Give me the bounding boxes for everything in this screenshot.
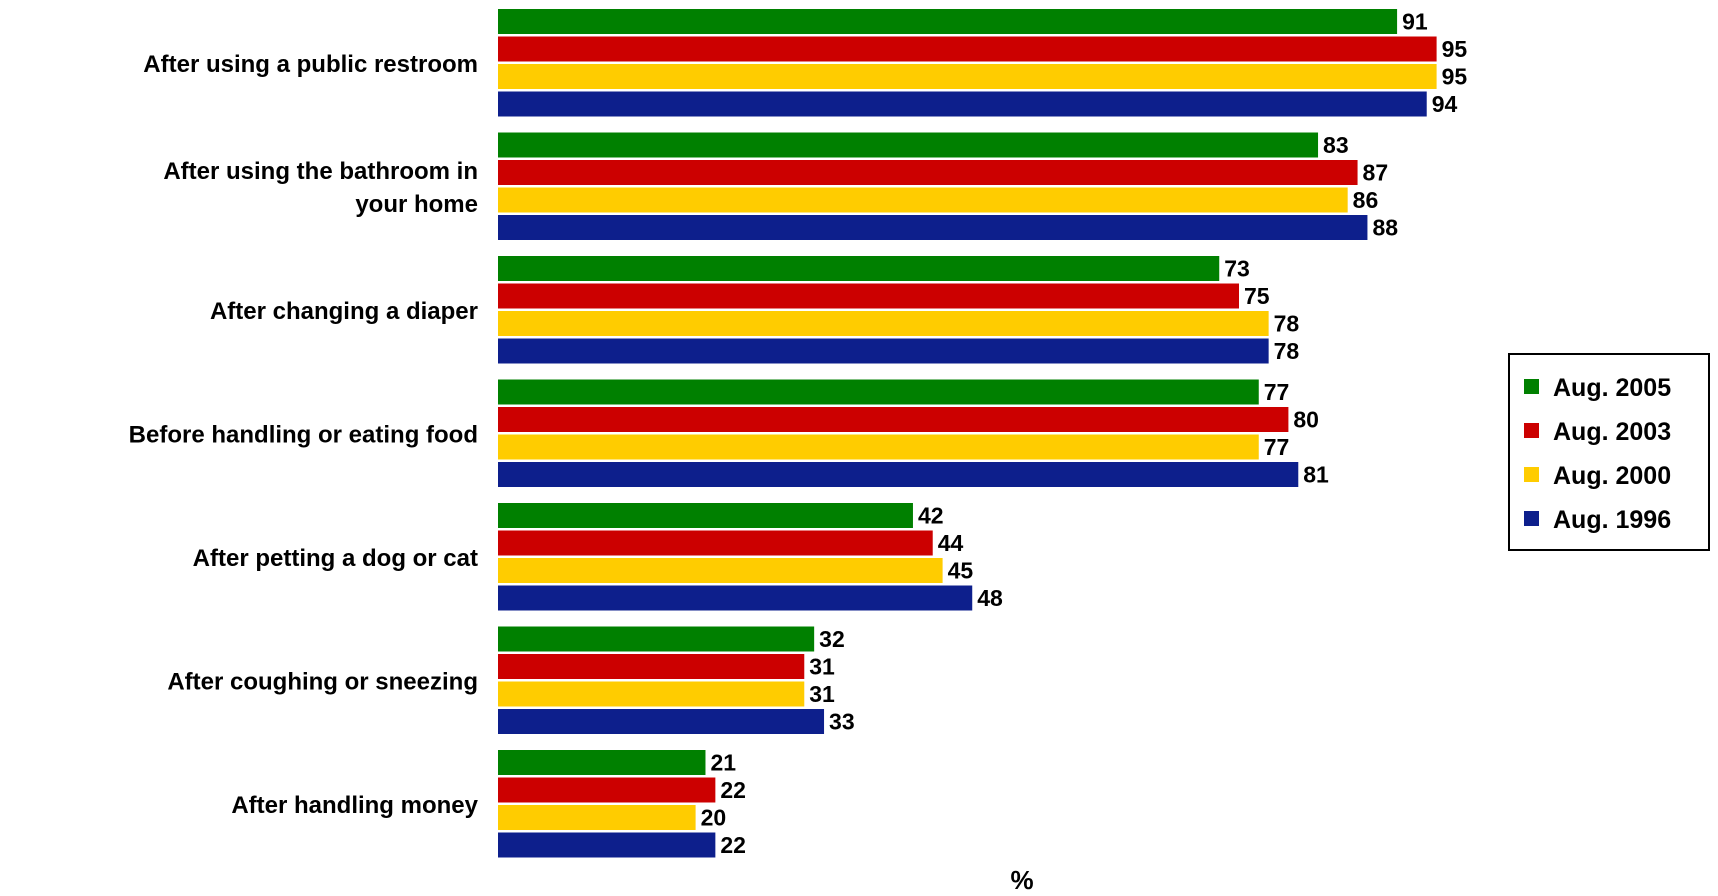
legend-label: Aug. 2005 bbox=[1553, 374, 1671, 402]
data-label: 20 bbox=[701, 805, 727, 831]
bar bbox=[498, 585, 973, 611]
bar bbox=[498, 9, 1398, 34]
legend-box bbox=[1508, 353, 1710, 551]
category-label: After handling money bbox=[231, 792, 478, 819]
bar bbox=[498, 462, 1299, 487]
data-label: 45 bbox=[948, 558, 974, 584]
bar bbox=[498, 91, 1427, 117]
data-label: 95 bbox=[1442, 36, 1468, 62]
data-label: 78 bbox=[1274, 311, 1300, 337]
data-label: 75 bbox=[1244, 283, 1270, 309]
category-labels: After using a public restroom After using… bbox=[129, 51, 479, 819]
category-label: After using the bathroom in your home bbox=[163, 158, 478, 218]
category-label-line: After handling money bbox=[231, 792, 478, 819]
bar bbox=[498, 64, 1437, 89]
category-label: Before handling or eating food bbox=[129, 421, 478, 448]
legend-swatch bbox=[1524, 423, 1539, 438]
legend: Aug. 2005 Aug. 2003 Aug. 2000 Aug. 1996 bbox=[1508, 353, 1710, 551]
bar bbox=[498, 36, 1437, 62]
category-label-line: After using the bathroom in bbox=[163, 158, 478, 185]
bar bbox=[498, 832, 716, 858]
bar bbox=[498, 530, 933, 556]
legend-label: Aug. 2003 bbox=[1553, 418, 1671, 446]
data-label: 78 bbox=[1274, 338, 1300, 364]
bar bbox=[498, 187, 1348, 213]
legend-swatch bbox=[1524, 379, 1539, 394]
legend-swatch bbox=[1524, 511, 1539, 526]
legend-label: Aug. 2000 bbox=[1553, 462, 1671, 490]
data-label: 31 bbox=[809, 681, 835, 707]
data-label: 77 bbox=[1264, 434, 1290, 460]
data-label: 81 bbox=[1303, 462, 1329, 488]
bar bbox=[498, 132, 1319, 158]
bar bbox=[498, 283, 1239, 309]
category-label-line: After coughing or sneezing bbox=[167, 668, 478, 695]
bar bbox=[498, 338, 1269, 364]
category-label: After petting a dog or cat bbox=[193, 545, 478, 572]
data-label: 87 bbox=[1363, 160, 1389, 186]
data-label: 77 bbox=[1264, 379, 1290, 405]
bar bbox=[498, 311, 1269, 336]
data-label: 33 bbox=[829, 709, 855, 735]
bar bbox=[498, 709, 825, 734]
data-label: 80 bbox=[1293, 407, 1319, 433]
data-label: 88 bbox=[1372, 215, 1398, 241]
data-label: 22 bbox=[720, 832, 746, 858]
bar bbox=[498, 805, 696, 830]
category-label-line: Before handling or eating food bbox=[129, 421, 478, 448]
data-label: 73 bbox=[1224, 256, 1250, 282]
data-label: 31 bbox=[809, 654, 835, 680]
bar bbox=[498, 256, 1220, 281]
data-label: 83 bbox=[1323, 132, 1349, 158]
category-label-line: After changing a diaper bbox=[210, 298, 478, 325]
data-label: 21 bbox=[710, 750, 736, 776]
bar bbox=[498, 407, 1289, 432]
bar bbox=[498, 750, 706, 775]
legend-label: Aug. 1996 bbox=[1553, 506, 1671, 534]
bar bbox=[498, 558, 943, 583]
data-label: 48 bbox=[977, 585, 1003, 611]
data-label: 32 bbox=[819, 626, 845, 652]
data-label: 22 bbox=[720, 777, 746, 803]
category-label: After changing a diaper bbox=[210, 298, 478, 325]
data-label: 95 bbox=[1442, 64, 1468, 90]
bar bbox=[498, 434, 1259, 460]
data-label: 44 bbox=[938, 530, 964, 556]
bar bbox=[498, 215, 1368, 240]
category-label-line: your home bbox=[355, 191, 478, 218]
value-labels: 9195959483878688737578787780778142444548… bbox=[701, 9, 1468, 859]
bars-layer bbox=[498, 9, 1437, 858]
bar bbox=[498, 626, 815, 652]
bar bbox=[498, 503, 913, 528]
bar bbox=[498, 379, 1259, 405]
data-label: 42 bbox=[918, 503, 944, 529]
legend-swatch bbox=[1524, 467, 1539, 482]
bar bbox=[498, 777, 716, 803]
bar bbox=[498, 654, 805, 679]
bar bbox=[498, 160, 1358, 185]
data-label: 86 bbox=[1353, 187, 1379, 213]
category-label-line: After petting a dog or cat bbox=[193, 545, 478, 572]
bar bbox=[498, 681, 805, 707]
data-label: 91 bbox=[1402, 9, 1428, 35]
category-label: After using a public restroom bbox=[143, 51, 478, 78]
data-label: 94 bbox=[1432, 91, 1458, 117]
x-axis-title: % bbox=[1010, 865, 1033, 891]
category-label: After coughing or sneezing bbox=[167, 668, 478, 695]
category-label-line: After using a public restroom bbox=[143, 51, 478, 78]
